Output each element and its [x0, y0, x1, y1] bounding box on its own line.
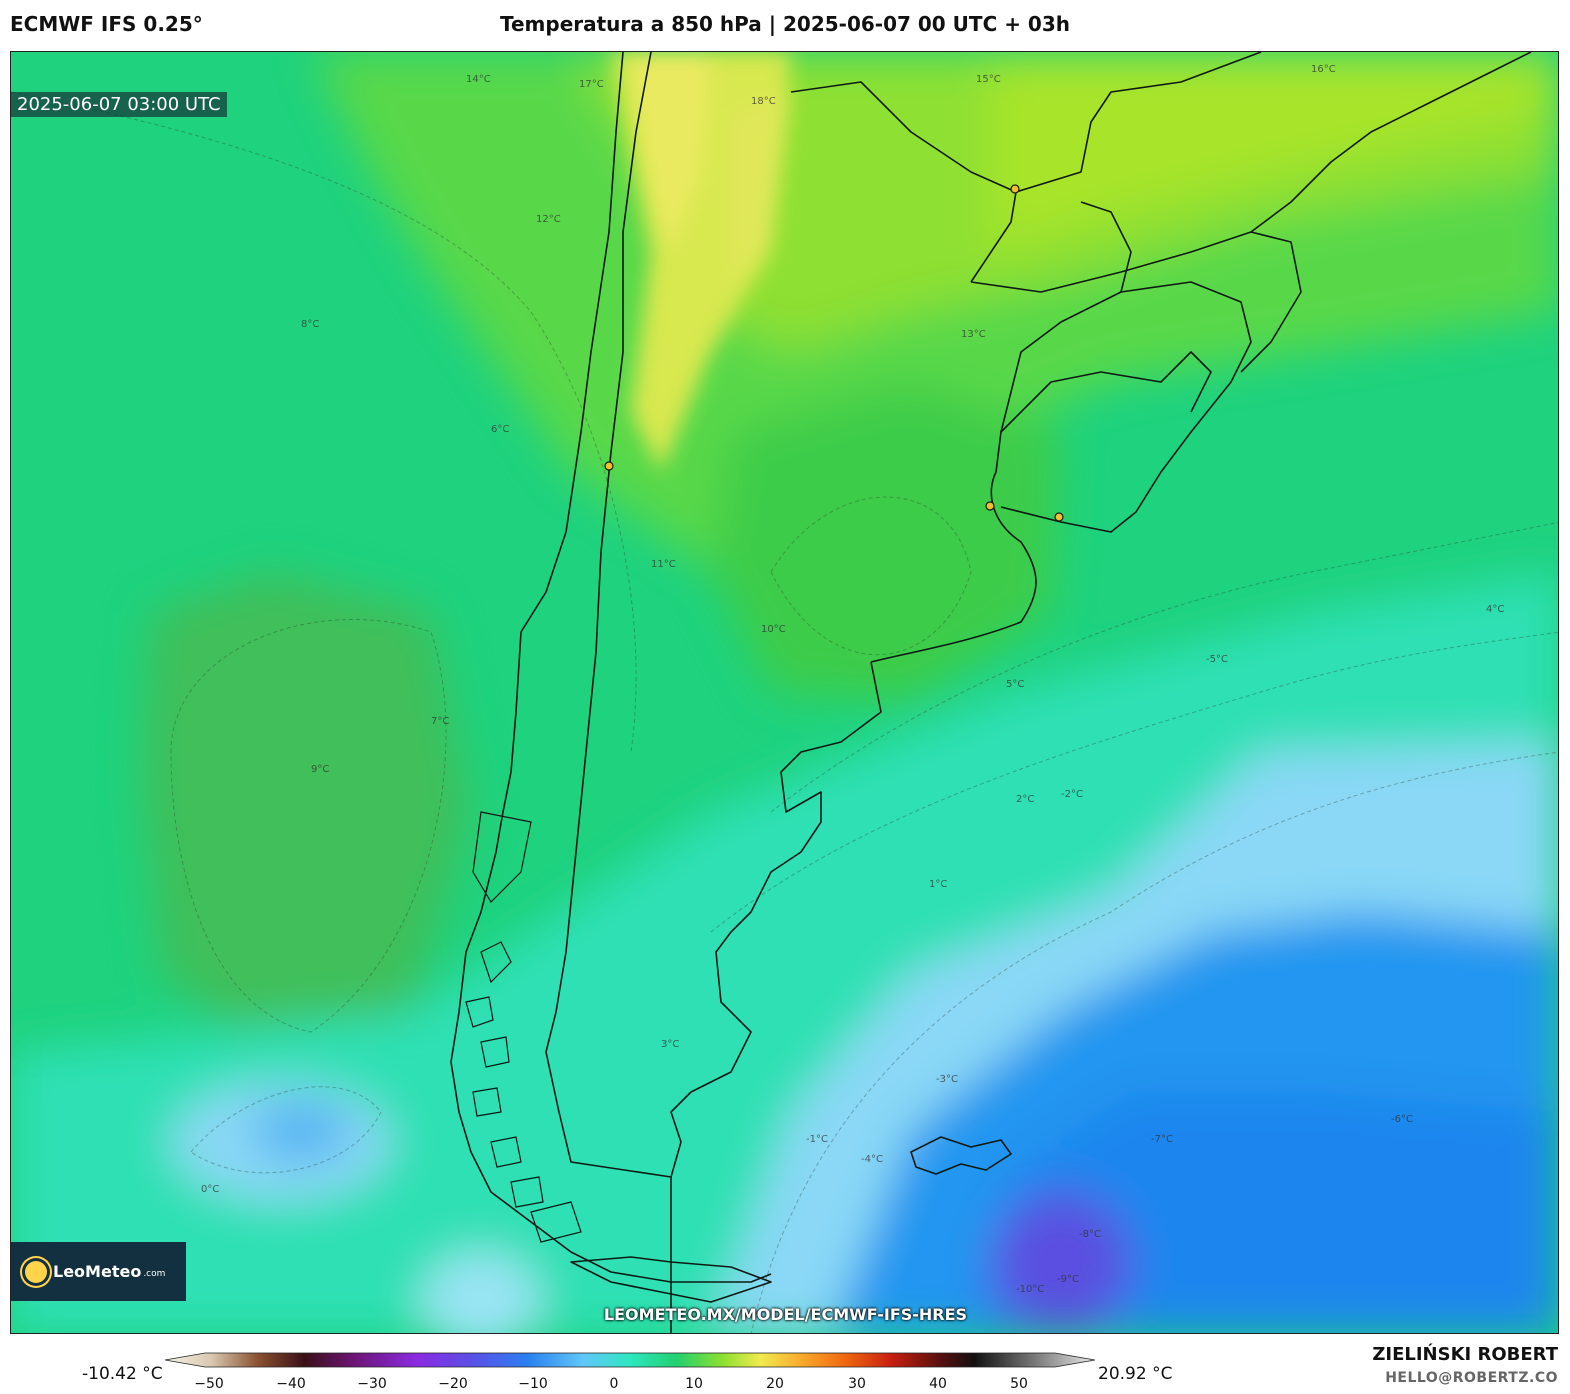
isotherm-label: 18°C: [751, 96, 776, 107]
author-name: ZIELIŃSKI ROBERT: [1372, 1344, 1558, 1365]
isotherm-label: 13°C: [961, 329, 986, 340]
leometeo-logo[interactable]: LeoMeteo .com: [11, 1242, 186, 1301]
colorbar: [165, 1352, 1095, 1368]
isotherm-label: -4°C: [861, 1154, 883, 1165]
colorbar-tick: 40: [929, 1376, 947, 1392]
colorbar-tick: −10: [518, 1376, 548, 1392]
isotherm-label: -9°C: [1057, 1274, 1079, 1285]
valid-time-badge: 2025-06-07 03:00 UTC: [11, 92, 227, 117]
isotherm-label: 5°C: [1006, 679, 1024, 690]
logo-suffix: .com: [143, 1268, 166, 1279]
isotherm-label: -3°C: [936, 1074, 958, 1085]
isotherm-label: 0°C: [201, 1184, 219, 1195]
temperature-map: 17°C 18°C 15°C 14°C 13°C 12°C 11°C 10°C …: [11, 52, 1558, 1333]
isotherm-label: 10°C: [761, 624, 786, 635]
isotherm-label: -10°C: [1016, 1284, 1044, 1295]
colorbar-tick: 10: [685, 1376, 703, 1392]
isotherm-label: 7°C: [431, 716, 449, 727]
author-email[interactable]: HELLO@ROBERTZ.CO: [1385, 1370, 1558, 1386]
isotherm-label: 17°C: [579, 79, 604, 90]
isotherm-label: -6°C: [1391, 1114, 1413, 1125]
colorbar-tick: −40: [276, 1376, 306, 1392]
colorbar-tick: 50: [1010, 1376, 1028, 1392]
isotherm-label: 6°C: [491, 424, 509, 435]
sun-icon: [25, 1260, 47, 1283]
isotherm-label: -1°C: [806, 1134, 828, 1145]
isotherm-label: 8°C: [301, 319, 319, 330]
isotherm-label: 2°C: [1016, 794, 1034, 805]
colorbar-tick: −30: [357, 1376, 387, 1392]
isotherm-label: 12°C: [536, 214, 561, 225]
colorbar-tick: 30: [848, 1376, 866, 1392]
model-name: ECMWF IFS 0.25°: [10, 12, 203, 36]
isotherm-label: 9°C: [311, 764, 329, 775]
colorbar-tick: −20: [438, 1376, 468, 1392]
isotherm-label: 4°C: [1486, 604, 1504, 615]
logo-text: LeoMeteo: [53, 1262, 142, 1281]
colorbar-tick: 0: [609, 1376, 619, 1392]
isotherm-label: 16°C: [1311, 64, 1336, 75]
colorbar-min-label: -10.42 °C: [82, 1364, 163, 1384]
isotherm-label: 3°C: [661, 1039, 679, 1050]
map-panel[interactable]: 17°C 18°C 15°C 14°C 13°C 12°C 11°C 10°C …: [10, 51, 1559, 1334]
colorbar-max-label: 20.92 °C: [1098, 1364, 1173, 1384]
colorbar-tick: −50: [194, 1376, 224, 1392]
isotherm-label: -5°C: [1206, 654, 1228, 665]
isotherm-label: 1°C: [929, 879, 947, 890]
colorbar-tick: 20: [766, 1376, 784, 1392]
isotherm-label: 11°C: [651, 559, 676, 570]
isotherm-label: -7°C: [1151, 1134, 1173, 1145]
isotherm-label: -8°C: [1079, 1229, 1101, 1240]
isotherm-label: 15°C: [976, 74, 1001, 85]
isotherm-label: -2°C: [1061, 789, 1083, 800]
source-url[interactable]: LEOMETEO.MX/MODEL/ECMWF-IFS-HRES: [603, 1305, 968, 1324]
isotherm-label: 14°C: [466, 74, 491, 85]
chart-title: Temperatura a 850 hPa | 2025-06-07 00 UT…: [499, 12, 1070, 36]
